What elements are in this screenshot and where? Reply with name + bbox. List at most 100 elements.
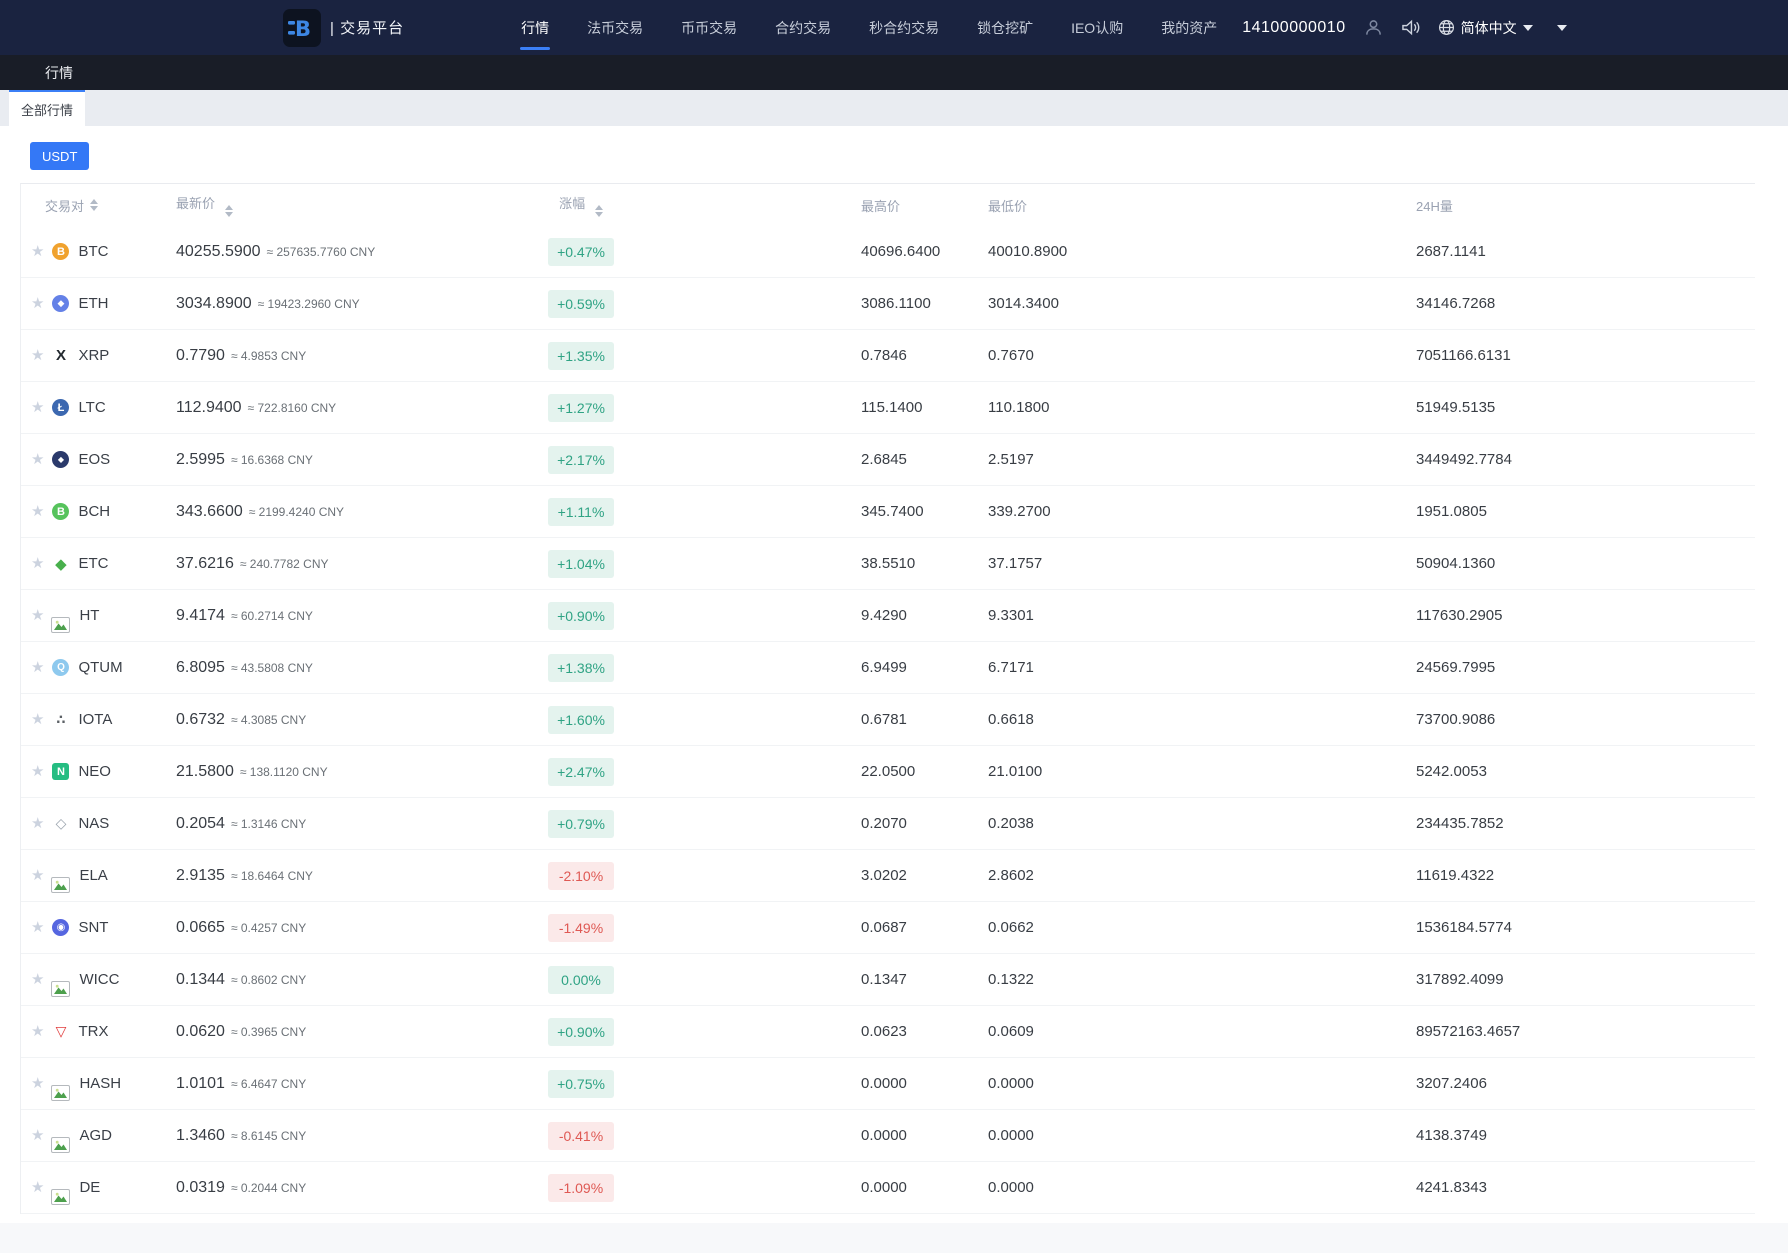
favorite-star-icon[interactable]: ★ [31,971,45,988]
coin-glyph: ◆ [55,555,67,573]
table-row[interactable]: ★ ◆ ETC 37.6216 ≈ 240.7782 CNY +1.04% 38.… [21,538,1755,590]
favorite-star-icon[interactable]: ★ [31,503,45,520]
favorite-star-icon[interactable]: ★ [31,1075,45,1092]
header-last-price[interactable]: 最新价 [176,193,506,217]
favorite-star-icon[interactable]: ★ [31,243,45,260]
high-price: 6.9499 [861,659,907,676]
table-row[interactable]: ★ ◆ EOS 2.5995 ≈ 16.6368 CNY +2.17% 2.684… [21,434,1755,486]
cny-approx: ≈ 4.9853 CNY [230,348,307,363]
favorite-star-icon[interactable]: ★ [31,347,45,364]
high-price: 115.1400 [861,399,923,416]
nav-item[interactable]: 锁仓挖矿 [977,19,1034,36]
table-row[interactable]: ★ ELA 2.9135 ≈ 18.6464 CNY -2.10% 3.0202 … [21,850,1755,902]
pair-symbol: DE [79,1179,101,1196]
table-row[interactable]: ★ N NEO 21.5800 ≈ 138.1120 CNY +2.47% 22.… [21,746,1755,798]
change-cell: -1.49% [506,913,656,942]
table-row[interactable]: ★ WICC 0.1344 ≈ 0.8602 CNY 0.00% 0.1347 0… [21,954,1755,1006]
favorite-star-icon[interactable]: ★ [31,1179,45,1196]
favorite-star-icon[interactable]: ★ [31,815,45,832]
brand[interactable]: B | 交易平台 [283,8,404,47]
last-price: 37.6216 [176,554,234,572]
sort-icon[interactable] [224,205,233,217]
table-row[interactable]: ★ ◇ NAS 0.2054 ≈ 1.3146 CNY +0.79% 0.2070… [21,798,1755,850]
pair-symbol: XRP [78,347,110,364]
favorite-star-icon[interactable]: ★ [31,1023,45,1040]
table-row[interactable]: ★ ▽ TRX 0.0620 ≈ 0.3965 CNY +0.90% 0.0623… [21,1006,1755,1058]
header-low: 最低价 [988,198,1028,214]
nav-item[interactable]: 我的资产 [1161,19,1218,36]
user-icon[interactable] [1364,18,1383,37]
coin-glyph: X [55,347,66,364]
price-cell: 2.5995 ≈ 16.6368 CNY [176,451,506,469]
price-cell: 1.0101 ≈ 6.4647 CNY [176,1075,506,1093]
change-badge: -2.10% [548,861,614,890]
coin-icon [51,877,71,893]
high-price: 0.0687 [861,919,907,936]
header-pair[interactable]: 交易对 [21,196,176,215]
favorite-star-icon[interactable]: ★ [31,295,45,312]
pair-symbol: WICC [79,971,120,988]
table-row[interactable]: ★ Ł LTC 112.9400 ≈ 722.8160 CNY +1.27% 11… [21,382,1755,434]
favorite-star-icon[interactable]: ★ [31,607,45,624]
svg-text:B: B [295,17,311,41]
table-row[interactable]: ★ AGD 1.3460 ≈ 8.6145 CNY -0.41% 0.0000 0… [21,1110,1755,1162]
last-price: 0.7790 [176,346,225,364]
last-price: 343.6600 [176,502,243,520]
nav-item[interactable]: 合约交易 [775,19,832,36]
language-switcher[interactable]: 简体中文 [1438,18,1533,38]
favorite-star-icon[interactable]: ★ [31,867,45,884]
usdt-filter-button[interactable]: USDT [30,142,90,170]
sort-icon[interactable] [90,199,99,211]
favorite-star-icon[interactable]: ★ [31,919,45,936]
favorite-star-icon[interactable]: ★ [31,399,45,416]
table-row[interactable]: ★ B BCH 343.6600 ≈ 2199.4240 CNY +1.11% 3… [21,486,1755,538]
cny-approx: ≈ 0.3965 CNY [230,1024,307,1039]
cny-approx: ≈ 43.5808 CNY [230,660,313,675]
low-price: 0.7670 [988,347,1034,364]
pair-cell: ★ Ł LTC [21,399,176,416]
nav-menu: 行情 法币交易 币币交易 合约交易 秒合约交易 锁仓挖矿 IEO认购 我的资产 [502,0,1236,55]
coin-glyph: ◉ [56,922,66,933]
favorite-star-icon[interactable]: ★ [31,659,45,676]
header-change[interactable]: 涨幅 [506,193,656,217]
favorite-star-icon[interactable]: ★ [31,711,45,728]
high-price: 0.2070 [861,815,907,832]
nav-item[interactable]: 法币交易 [587,19,644,36]
table-row[interactable]: ★ Q QTUM 6.8095 ≈ 43.5808 CNY +1.38% 6.94… [21,642,1755,694]
table-row[interactable]: ★ DE 0.0319 ≈ 0.2044 CNY -1.09% 0.0000 0.… [21,1162,1755,1214]
table-row[interactable]: ★ X XRP 0.7790 ≈ 4.9853 CNY +1.35% 0.7846… [21,330,1755,382]
table-row[interactable]: ★ ◆ ETH 3034.8900 ≈ 19423.2960 CNY +0.59%… [21,278,1755,330]
price-cell: 1.3460 ≈ 8.6145 CNY [176,1127,506,1145]
volume-24h: 24569.7995 [1416,659,1496,676]
tab-all-markets[interactable]: 全部行情 [9,90,86,126]
announcement-speaker-icon[interactable] [1401,19,1420,36]
nav-item[interactable]: IEO认购 [1071,19,1124,36]
favorite-star-icon[interactable]: ★ [31,1127,45,1144]
price-cell: 343.6600 ≈ 2199.4240 CNY [176,503,506,521]
nav-item[interactable]: 币币交易 [681,19,738,36]
market-rows: ★ B BTC 40255.5900 ≈ 257635.7760 CNY +0.4… [21,226,1755,1214]
favorite-star-icon[interactable]: ★ [31,763,45,780]
table-row[interactable]: ★ B BTC 40255.5900 ≈ 257635.7760 CNY +0.4… [21,226,1755,278]
table-row[interactable]: ★ ◉ SNT 0.0665 ≈ 0.4257 CNY -1.49% 0.0687… [21,902,1755,954]
favorite-star-icon[interactable]: ★ [31,451,45,468]
coin-icon: ◉ [52,919,70,936]
volume-24h: 234435.7852 [1416,815,1504,832]
volume-24h: 11619.4322 [1416,867,1495,884]
pair-symbol: SNT [78,919,109,936]
table-row[interactable]: ★ HASH 1.0101 ≈ 6.4647 CNY +0.75% 0.0000 … [21,1058,1755,1110]
more-caret-icon[interactable] [1556,24,1567,31]
nav-item[interactable]: 秒合约交易 [869,19,940,36]
sort-icon[interactable] [594,205,603,217]
change-cell: +0.75% [506,1069,656,1098]
last-price: 0.0665 [176,918,225,936]
pair-cell: ★ ELA [21,858,176,893]
table-row[interactable]: ★ HT 9.4174 ≈ 60.2714 CNY +0.90% 9.4290 9… [21,590,1755,642]
last-price: 1.0101 [176,1074,225,1092]
table-row[interactable]: ★ ∴ IOTA 0.6732 ≈ 4.3085 CNY +1.60% 0.678… [21,694,1755,746]
change-badge: +0.59% [548,289,614,318]
pair-cell: ★ ∴ IOTA [21,711,176,728]
coin-icon [51,1085,71,1101]
nav-item[interactable]: 行情 [502,0,568,55]
favorite-star-icon[interactable]: ★ [31,555,45,572]
